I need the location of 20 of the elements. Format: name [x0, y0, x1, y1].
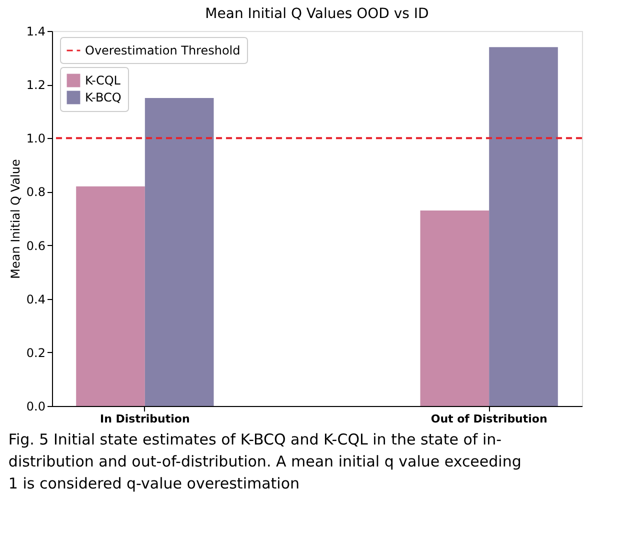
- y-tick-label: 0.4: [26, 292, 46, 306]
- chart-title: Mean Initial Q Values OOD vs ID: [205, 6, 429, 22]
- y-tick-label: 0.2: [26, 346, 46, 360]
- legend-label: K-BCQ: [85, 90, 122, 104]
- y-tick-label: 0.8: [26, 185, 46, 200]
- y-tick-label: 1.0: [26, 132, 46, 146]
- bar: [76, 186, 145, 406]
- bar: [144, 98, 214, 406]
- bar: [489, 47, 558, 406]
- y-axis-title: Mean Initial Q Value: [8, 159, 22, 279]
- legend-label: Overestimation Threshold: [85, 44, 240, 58]
- legend-label: K-CQL: [85, 74, 121, 88]
- y-tick-label: 0.0: [26, 400, 46, 414]
- caption: Fig. 5 Initial state estimates of K-BCQ and K-CQL in the state of in-distribution and out-of-distribution. A mean initial q value exceeding 1 is considered q-value overestimation: [8, 430, 522, 492]
- y-tick-label: 1.2: [26, 78, 46, 92]
- y-tick-label: 1.4: [26, 24, 46, 38]
- bar: [420, 210, 490, 406]
- x-tick-label: In Distribution: [100, 412, 190, 426]
- y-tick-label: 0.6: [26, 238, 46, 253]
- x-tick-label: Out of Distribution: [430, 412, 548, 426]
